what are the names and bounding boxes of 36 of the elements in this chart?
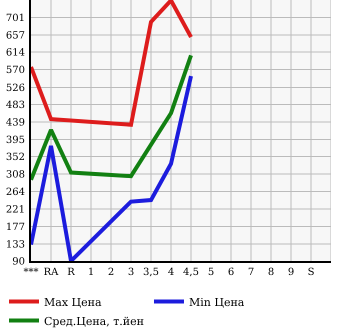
x-tick-label: 8 <box>268 267 274 278</box>
x-tick-label: 1 <box>88 267 94 278</box>
legend-label: Min Цена <box>188 296 245 309</box>
x-tick-label: 4 <box>168 267 174 278</box>
y-tick-label: 526 <box>6 82 25 94</box>
y-tick-label: 264 <box>6 187 25 198</box>
y-tick-label: 133 <box>6 239 25 250</box>
y-tick-label: 352 <box>6 152 25 164</box>
legend-label: Сред.Цена, т.йен <box>44 314 144 328</box>
y-tick-label: 570 <box>6 65 25 76</box>
y-tick-label: 90 <box>12 256 25 268</box>
x-tick-label: 9 <box>288 267 294 278</box>
line-series <box>31 0 193 127</box>
x-tick-label: 3,5 <box>143 267 159 278</box>
x-tick-label: *** <box>24 267 38 278</box>
line-series <box>31 74 193 261</box>
x-tick-label: 5 <box>208 267 214 278</box>
y-tick-label: 308 <box>6 170 25 181</box>
legend-label: Max Цена <box>44 296 102 309</box>
y-tick-label: 221 <box>6 204 25 216</box>
x-tick-label: RA <box>44 267 60 278</box>
x-tick-label: 7 <box>248 267 254 278</box>
y-tick-label: 614 <box>6 48 25 59</box>
y-tick-label: 439 <box>6 117 25 128</box>
y-tick-label: 177 <box>6 222 25 233</box>
line-series <box>31 53 193 182</box>
x-tick-label: R <box>67 267 76 278</box>
y-tick-label: 657 <box>6 30 25 42</box>
x-tick-label: S <box>308 267 315 278</box>
y-tick-label: 701 <box>6 13 25 24</box>
x-tick-label: 6 <box>228 267 234 278</box>
y-tick-label: 395 <box>6 134 25 146</box>
x-tick-label: 4,5 <box>183 267 199 278</box>
y-tick-label: 483 <box>6 100 25 111</box>
x-tick-label: 2 <box>108 267 114 278</box>
x-tick-label: 3 <box>128 267 134 278</box>
